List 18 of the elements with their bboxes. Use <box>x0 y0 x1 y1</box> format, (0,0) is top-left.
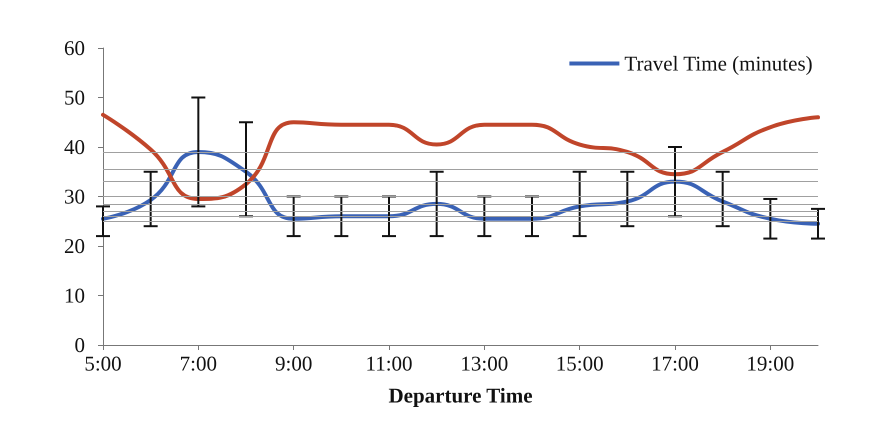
y-tick-label: 30 <box>64 184 85 208</box>
x-tick-label: 11:00 <box>365 352 413 376</box>
y-tick-label: 10 <box>64 284 85 308</box>
y-tick-label: 60 <box>64 36 85 60</box>
x-tick-label: 15:00 <box>556 352 604 376</box>
x-tick-label: 13:00 <box>460 352 508 376</box>
x-axis-title: Departure Time <box>388 384 533 408</box>
x-tick-label: 17:00 <box>651 352 699 376</box>
line-series <box>101 112 820 201</box>
x-tick-label: 7:00 <box>180 352 218 376</box>
y-tick-label: 20 <box>64 234 85 258</box>
x-tick-label: 19:00 <box>746 352 794 376</box>
y-tick-label: 40 <box>64 135 85 159</box>
y-tick-label: 0 <box>74 333 85 357</box>
legend-label: Travel Time (minutes) <box>624 52 813 76</box>
x-tick-label: 9:00 <box>274 352 312 376</box>
y-tick-label: 50 <box>64 86 85 110</box>
x-tick-label: 5:00 <box>84 352 122 376</box>
